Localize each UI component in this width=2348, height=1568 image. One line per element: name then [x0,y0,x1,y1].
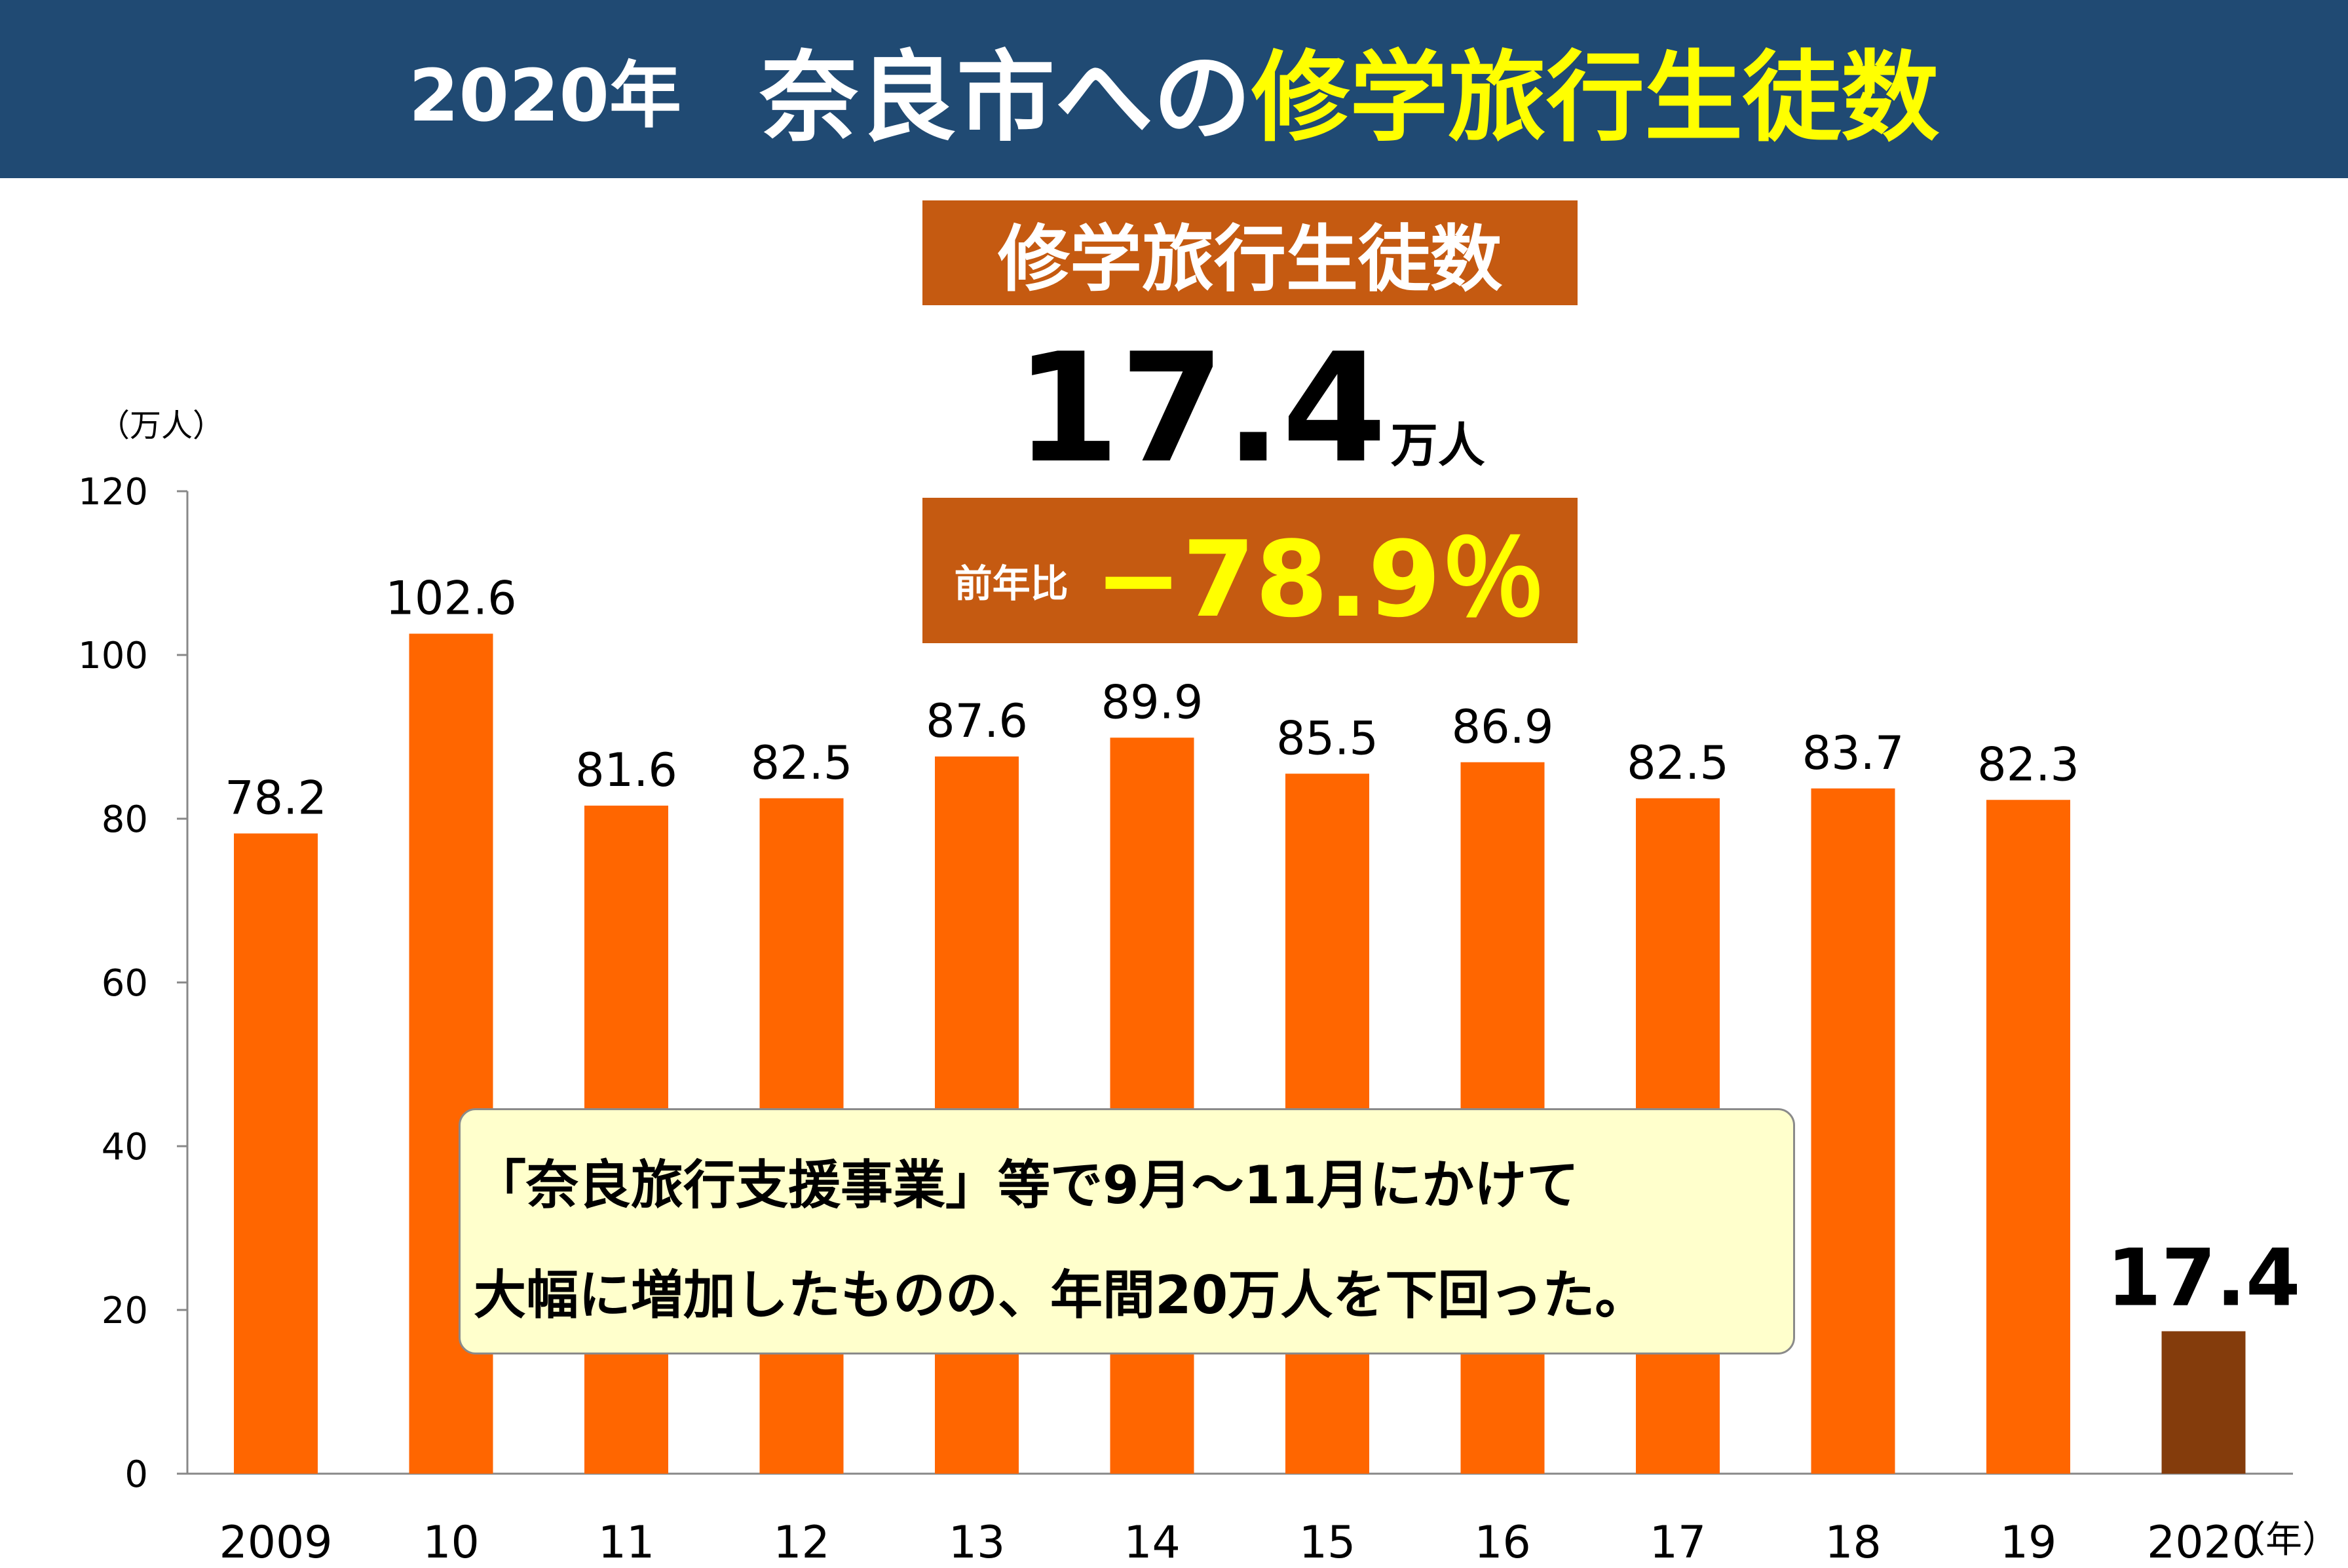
header-bar [0,0,2348,178]
y-tick-label: 0 [124,1453,148,1496]
x-axis-unit-label: （年） [2229,1519,2339,1561]
bar-value-label: 85.5 [1276,711,1378,765]
callout-line-1: 「奈良旅行支援事業」等で9月～11月にかけて [474,1155,1579,1216]
metric-value: 17.4 万人 [922,327,1578,485]
x-tick-label: 17 [1650,1517,1707,1568]
bar [1110,737,1194,1474]
bar-value-label: 82.3 [1977,737,2079,791]
bar [234,833,318,1474]
callout-line-2: 大幅に増加したものの、年間20万人を下回った。 [474,1265,1648,1326]
y-tick-label: 100 [78,635,148,677]
metric-label-box: 修学旅行生徒数 [922,200,1578,305]
page-title: 2020年 奈良市への 修学旅行生徒数 [0,0,2348,178]
yoy-value: −78.9％ [1094,518,1546,641]
bar-value-label: 81.6 [575,743,677,797]
title-accent: 修学旅行生徒数 [1251,41,1940,155]
x-tick-label: 14 [1124,1517,1181,1568]
metric-value-number: 17.4 [1015,322,1387,496]
bar [1811,788,1895,1474]
yoy-box: 前年比 −78.9％ [922,498,1578,643]
callout-note: 「奈良旅行支援事業」等で9月～11月にかけて 大幅に増加したものの、年間20万人… [459,1108,1795,1354]
metric-value-unit: 万人 [1390,418,1485,473]
x-tick-label: 18 [1825,1517,1882,1568]
x-tick-label: 13 [949,1517,1006,1568]
x-tick-label: 10 [423,1517,480,1568]
bar-highlight [2161,1331,2246,1474]
x-tick-label: 11 [598,1517,655,1568]
y-tick-label: 40 [102,1126,148,1168]
bar-value-label: 89.9 [1101,675,1203,729]
y-axis-unit-label: （万人） [98,407,225,444]
y-tick-label: 80 [102,798,148,841]
bar-value-label: 86.9 [1452,700,1554,754]
y-tick-label: 120 [78,471,148,513]
bar-value-label: 87.6 [926,694,1028,748]
bar-value-label: 83.7 [1802,726,1904,780]
bar-value-label: 82.5 [751,736,853,790]
x-tick-label: 16 [1474,1517,1531,1568]
title-year: 2020年 [408,54,682,138]
x-tick-label: 12 [773,1517,830,1568]
bar-value-label: 78.2 [225,772,327,825]
y-tick-label: 20 [102,1290,148,1332]
x-tick-label: 19 [2000,1517,2057,1568]
bar-value-label: 17.4 [2106,1233,2300,1324]
x-tick-label: 2009 [219,1517,332,1568]
x-tick-label: 15 [1299,1517,1356,1568]
x-tick-label: 2020 [2147,1517,2260,1568]
bar-value-label: 82.5 [1627,736,1729,790]
title-main: 奈良市への [760,41,1252,155]
y-tick-label: 60 [102,962,148,1005]
bar-value-label: 102.6 [385,572,516,625]
bar [1986,800,2070,1474]
yoy-label: 前年比 [954,561,1069,606]
